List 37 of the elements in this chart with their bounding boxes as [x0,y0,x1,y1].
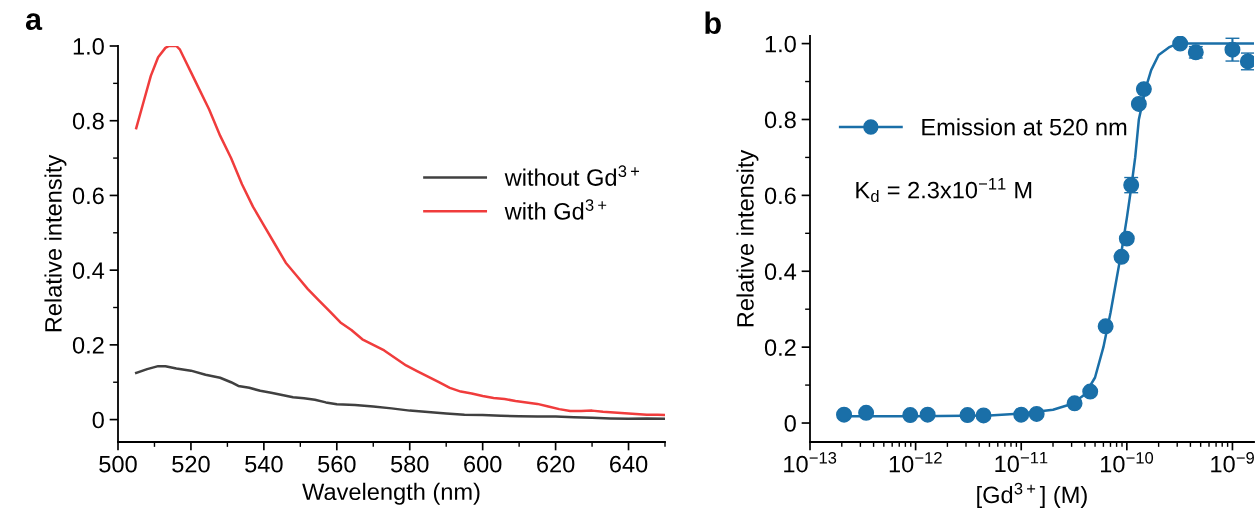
y-tick-label: 0 [784,415,796,432]
y-tick-label: 0.2 [72,336,104,354]
x-tick-label: 580 [390,455,429,473]
x-tick-label: 520 [172,455,210,473]
legend-label: with Gd$^{3+}$ [504,199,607,220]
y-tick-label: 0 [92,411,104,429]
x-tick-label: 500 [99,455,137,473]
line-series [134,364,665,421]
x-tick-label: 560 [318,455,356,473]
x-tick-label: 600 [464,455,502,473]
line-series [134,46,665,417]
y-tick-label: 0.4 [72,262,105,279]
y-axis-title: Relative intensity [736,149,759,327]
chart-title: b [705,11,721,35]
y-axis-title: Relative intensity [44,154,67,332]
y-tick-label: 0.6 [72,187,104,205]
y-tick-label: 0.6 [764,187,796,205]
y-tick-label: 1.0 [765,35,796,53]
x-tick-label: 10$^{−9}$ [1211,452,1254,473]
y-tick-label: 0.2 [764,339,796,356]
y-tick-label: 1.0 [73,38,104,55]
x-tick-label: 10$^{−11}$ [995,452,1048,473]
chart-title: a [25,13,43,31]
x-tick-label: 540 [245,455,283,473]
x-axis-title: [Gd$^{3+}$] (M) [977,482,1087,508]
x-tick-label: 620 [537,455,575,473]
legend-label: Emission at 520 nm [922,118,1127,136]
y-tick-label: 0.8 [72,112,104,130]
x-tick-label: 640 [610,455,648,473]
x-tick-label: 10$^{−10}$ [1101,452,1154,473]
x-tick-label: 10$^{−13}$ [784,452,837,473]
x-axis-title: Wavelength (nm) [302,482,480,505]
annotation: K$_{d}$ = 2.3x10$^{−11}$ M [856,178,1032,203]
x-tick-label: 10$^{−12}$ [889,452,942,473]
y-tick-label: 0.4 [764,263,797,281]
legend-label: without Gd$^{3+}$ [504,165,640,186]
y-tick-label: 0.8 [764,111,796,129]
